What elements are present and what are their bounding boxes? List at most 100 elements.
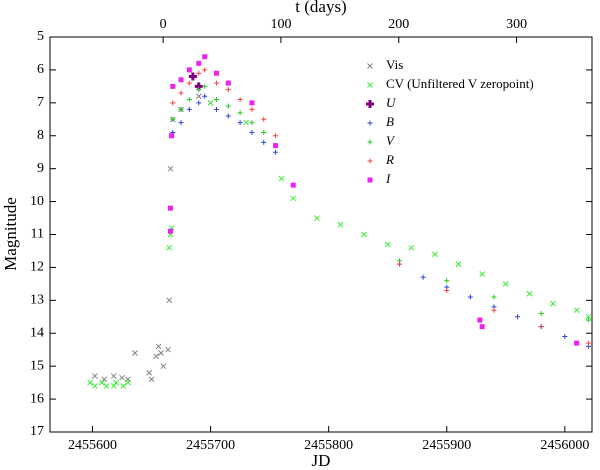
point	[237, 120, 243, 126]
point	[585, 313, 592, 320]
point	[361, 231, 367, 238]
point	[188, 72, 197, 81]
legend-label: I	[385, 171, 391, 186]
top-tick-label: 200	[388, 17, 409, 32]
x-tick-label: 2455900	[422, 438, 471, 453]
top-axis-label: t (days)	[295, 0, 346, 16]
point	[92, 373, 98, 379]
series-5	[170, 67, 591, 346]
point	[167, 205, 173, 211]
y-tick-label: 5	[37, 29, 44, 44]
y-tick-label: 7	[37, 95, 44, 110]
point	[479, 324, 485, 330]
point	[574, 340, 580, 346]
point	[165, 346, 171, 353]
point	[155, 343, 162, 350]
point	[273, 143, 279, 149]
point	[166, 297, 173, 304]
y-axis-label: Magnitude	[1, 197, 20, 271]
x-tick-label: 2455800	[304, 438, 353, 453]
point	[125, 379, 131, 386]
point	[158, 350, 164, 356]
point	[273, 149, 279, 155]
point	[477, 317, 483, 323]
point	[202, 54, 208, 60]
point	[225, 113, 231, 119]
legend-label: CV (Unfiltered V zeropoint)	[386, 76, 534, 91]
series-6	[167, 54, 580, 346]
point	[290, 195, 297, 202]
series-3	[170, 93, 591, 349]
point	[178, 120, 184, 126]
point	[249, 100, 255, 106]
point	[225, 87, 231, 93]
point	[113, 379, 119, 386]
point	[444, 287, 450, 293]
legend-label: V	[386, 133, 396, 148]
point	[103, 383, 110, 389]
point	[538, 324, 544, 330]
point	[526, 290, 533, 297]
point	[337, 221, 344, 228]
y-tick-label: 16	[30, 391, 44, 406]
point	[120, 383, 127, 389]
point	[110, 383, 117, 389]
series-4	[170, 83, 591, 323]
point	[237, 97, 243, 103]
point	[538, 311, 544, 316]
point	[167, 228, 173, 234]
y-tick-label: 6	[37, 62, 44, 77]
point	[92, 383, 98, 389]
series-1	[87, 99, 592, 389]
legend-marker	[367, 63, 373, 69]
point	[585, 317, 591, 323]
point	[213, 106, 219, 112]
legend-label: U	[386, 95, 397, 110]
x-tick-label: 2455700	[186, 438, 235, 453]
point	[170, 100, 176, 106]
point	[502, 281, 509, 287]
point	[160, 363, 167, 370]
point	[213, 70, 219, 76]
point	[146, 369, 153, 376]
y-tick-label: 8	[37, 128, 44, 143]
point	[148, 376, 155, 383]
point	[491, 294, 497, 300]
point	[515, 314, 521, 320]
plot-frame	[49, 36, 593, 433]
point	[167, 165, 174, 172]
top-tick-label: 100	[270, 17, 291, 32]
point	[170, 116, 176, 122]
legend-label: B	[386, 114, 394, 129]
point	[243, 119, 249, 126]
point	[290, 182, 296, 188]
point	[225, 103, 231, 109]
point	[87, 379, 94, 386]
point	[178, 106, 184, 112]
point	[261, 139, 267, 145]
point	[196, 60, 202, 66]
point	[178, 77, 184, 83]
x-axis-label: JD	[312, 451, 331, 470]
point	[202, 67, 208, 73]
y-tick-label: 11	[31, 227, 44, 242]
point	[249, 129, 255, 135]
y-tick-label: 15	[30, 358, 44, 373]
point	[225, 80, 231, 86]
point	[432, 251, 438, 258]
x-tick-label: 2455600	[68, 438, 117, 453]
point	[384, 241, 391, 248]
legend-label: R	[385, 152, 394, 167]
series-0	[92, 93, 214, 383]
point	[455, 261, 462, 267]
x-tick-label: 2456000	[540, 438, 589, 453]
y-tick-label: 14	[30, 325, 44, 340]
point	[249, 106, 255, 112]
point	[132, 350, 138, 356]
y-tick-label: 9	[37, 161, 44, 176]
point	[202, 93, 208, 99]
point	[314, 215, 320, 221]
point	[195, 93, 202, 100]
y-tick-label: 12	[30, 260, 44, 275]
